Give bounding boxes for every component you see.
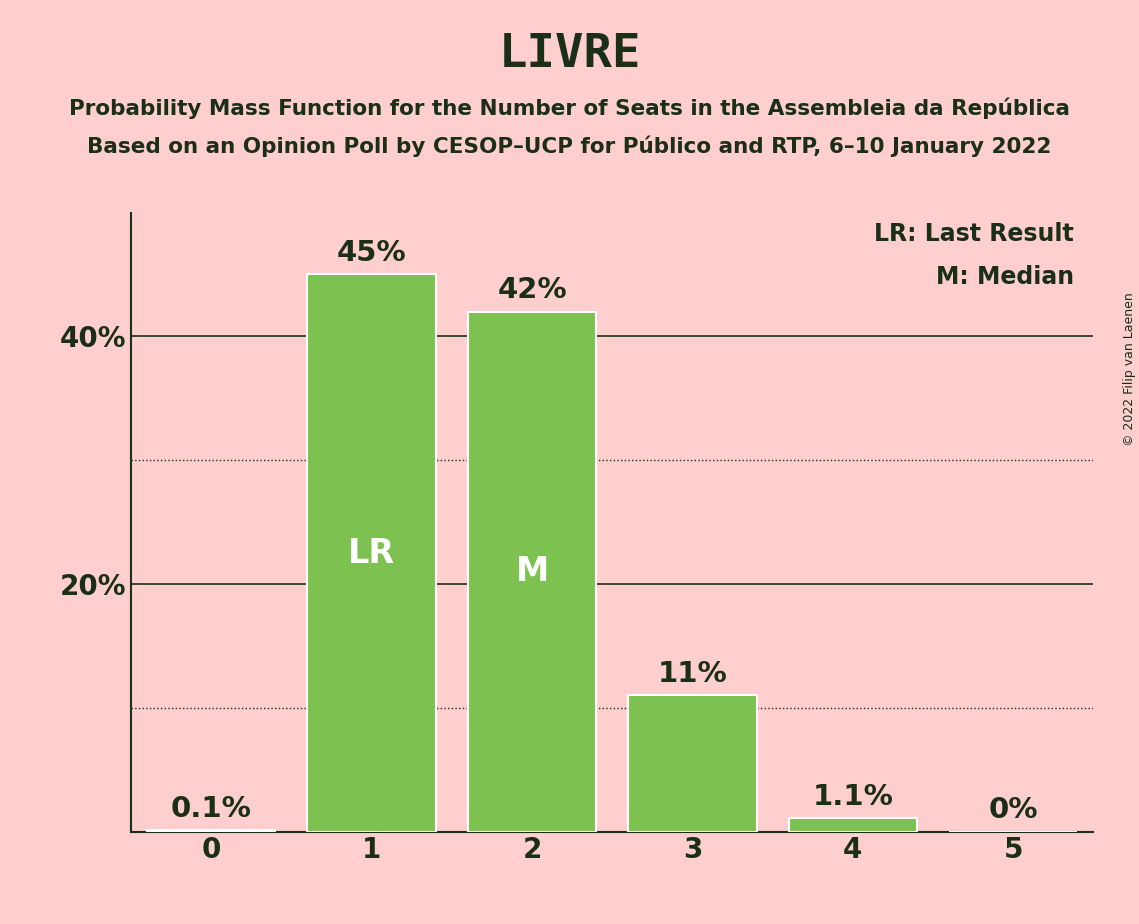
Text: 42%: 42% [498,276,567,304]
Bar [788,818,917,832]
Bar [629,696,756,832]
Text: Probability Mass Function for the Number of Seats in the Assembleia da República: Probability Mass Function for the Number… [69,97,1070,118]
Text: M: Median: M: Median [936,264,1074,288]
Bar [468,311,596,832]
Text: 0.1%: 0.1% [171,795,252,823]
Text: 45%: 45% [337,239,407,267]
Text: 11%: 11% [657,660,728,688]
Text: LR: Last Result: LR: Last Result [875,223,1074,247]
Bar [308,274,436,832]
Text: © 2022 Filip van Laenen: © 2022 Filip van Laenen [1123,293,1137,446]
Text: LIVRE: LIVRE [498,32,641,78]
Text: 1.1%: 1.1% [812,783,893,810]
Text: Based on an Opinion Poll by CESOP–UCP for Público and RTP, 6–10 January 2022: Based on an Opinion Poll by CESOP–UCP fo… [88,136,1051,157]
Bar [147,831,276,832]
Text: M: M [515,555,549,588]
Text: LR: LR [349,537,395,569]
Text: 0%: 0% [989,796,1038,824]
